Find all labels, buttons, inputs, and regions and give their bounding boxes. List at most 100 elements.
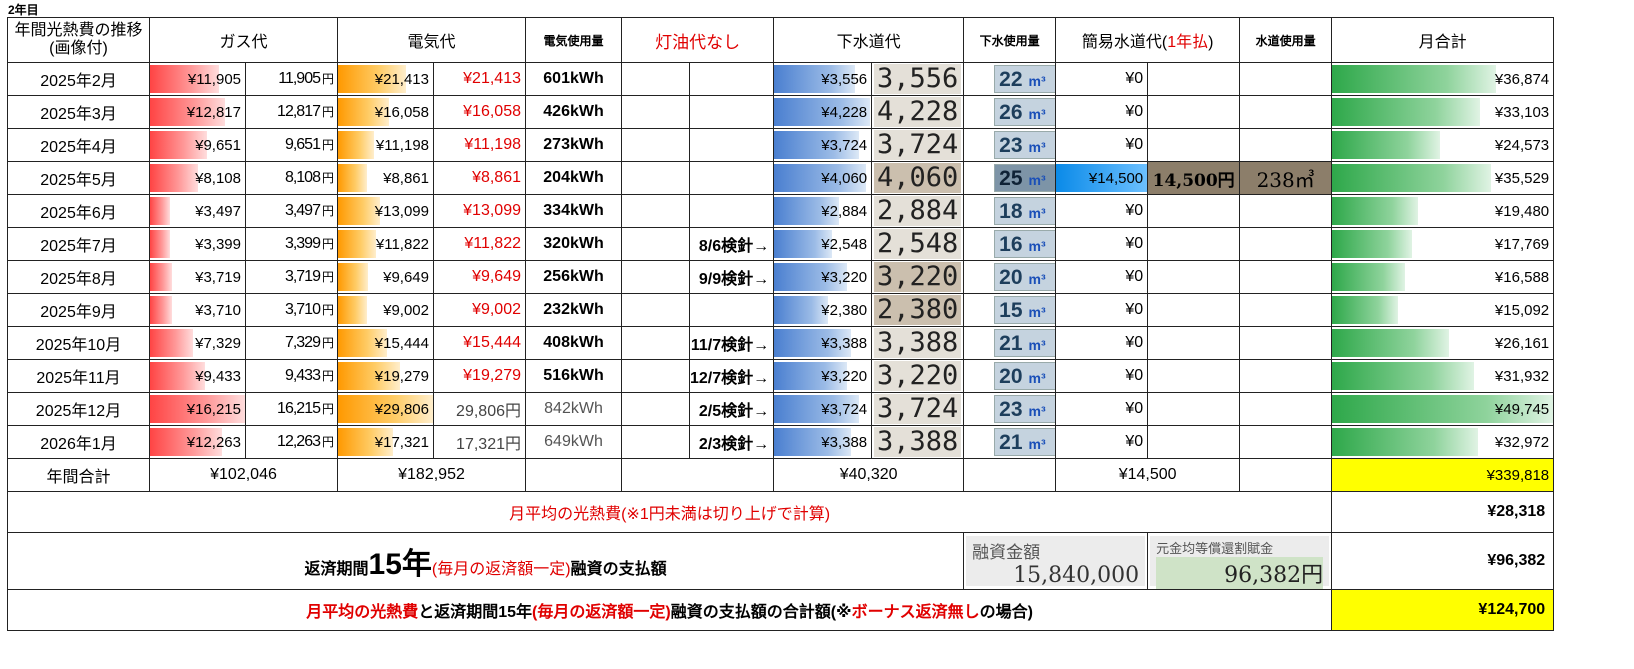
monthly-total-cell: ¥24,573 bbox=[1331, 128, 1555, 162]
gas-receipt-value: 16,215 bbox=[277, 400, 321, 417]
sewer-receipt-image: 3,724 bbox=[871, 128, 965, 162]
sewer-usage-image: 16 m³ bbox=[994, 230, 1055, 258]
header-water-usage: 水道使用量 bbox=[1239, 17, 1333, 63]
monthly-total-cell: ¥15,092 bbox=[1331, 293, 1555, 327]
sewer-bar bbox=[774, 197, 840, 225]
header-electric-usage: 電気使用量 bbox=[525, 17, 622, 63]
annual-empty-1 bbox=[525, 458, 622, 492]
sewer-usage-image: 21 m³ bbox=[994, 329, 1055, 357]
sewer-cell: ¥3,556 bbox=[773, 62, 873, 96]
gas-cell: ¥9,651 bbox=[149, 128, 246, 162]
gas-cell: ¥12,263 bbox=[149, 425, 246, 459]
sewer-receipt-image: 2,548 bbox=[871, 227, 965, 261]
electric-cell: ¥9,002 bbox=[337, 293, 434, 327]
electric-value: ¥29,806 bbox=[374, 400, 429, 418]
water-receipt-empty bbox=[1147, 227, 1241, 261]
sewer-usage-cell: 20 m³ bbox=[963, 260, 1057, 294]
average-value: ¥28,318 bbox=[1331, 491, 1555, 533]
electric-value: ¥21,413 bbox=[374, 70, 429, 88]
electric-value: ¥13,099 bbox=[374, 202, 429, 220]
electric-value: ¥17,321 bbox=[374, 433, 429, 451]
electric-usage: 516kWh bbox=[525, 359, 622, 393]
header-gas: ガス代 bbox=[149, 17, 338, 63]
sewer-cell: ¥3,220 bbox=[773, 359, 873, 393]
annual-water-total: ¥14,500 bbox=[1055, 458, 1241, 492]
month-label: 2025年9月 bbox=[7, 293, 150, 327]
sewer-usage-unit: m³ bbox=[1028, 139, 1046, 155]
average-row: 月平均の光熱費(※1円未満は切り上げで計算) ¥28,318 bbox=[6, 491, 1555, 533]
month-row: 2025年3月 ¥12,817 12,817 円 ¥16,058 ¥16,058 426kW… bbox=[7, 95, 1555, 129]
equal-payment-stamp: 元金均等償還割賦金 96,382円 bbox=[1150, 536, 1330, 589]
sewer-receipt-image: 3,220 bbox=[871, 359, 965, 393]
water-value: ¥0 bbox=[1055, 95, 1149, 129]
sewer-receipt-image: 3,220 bbox=[871, 260, 965, 294]
electric-usage: 649kWh bbox=[525, 425, 622, 459]
monthly-total-cell: ¥35,529 bbox=[1331, 161, 1555, 195]
header-sewer: 下水道代 bbox=[773, 17, 965, 63]
gas-value: ¥8,108 bbox=[195, 169, 241, 187]
header-monthly-total: 月合計 bbox=[1331, 17, 1555, 63]
sewer-receipt-value: 3,220 bbox=[874, 361, 962, 391]
gas-bar bbox=[150, 230, 170, 258]
sewer-value: ¥2,548 bbox=[821, 235, 868, 253]
kerosene-cell bbox=[621, 161, 690, 195]
monthly-total-value: ¥36,874 bbox=[1494, 70, 1550, 88]
monthly-total-bar bbox=[1332, 362, 1474, 390]
meter-reading-note: 8/6検針→ bbox=[688, 227, 775, 261]
month-row: 2026年1月 ¥12,263 12,263 円 ¥17,321 17,321円 649kW… bbox=[7, 425, 1555, 459]
annual-empty-2 bbox=[620, 458, 775, 492]
electric-receipt-image: ¥21,413 bbox=[433, 62, 526, 96]
electric-value: ¥8,861 bbox=[383, 169, 429, 187]
month-row: 2025年6月 ¥3,497 3,497 円 ¥13,099 ¥13,099 334kWh ¥… bbox=[7, 194, 1555, 228]
utility-cost-table: 年間光熱費の推移(画像付) ガス代 電気代 電気使用量 灯油代なし 下水道代 下… bbox=[6, 17, 1555, 631]
electric-value: ¥19,279 bbox=[374, 367, 429, 385]
month-row: 2025年7月 ¥3,399 3,399 円 ¥11,822 ¥11,822 320kWh 8… bbox=[7, 227, 1555, 261]
gas-receipt-unit: 円 bbox=[321, 402, 334, 416]
monthly-total-value: ¥15,092 bbox=[1494, 301, 1550, 319]
electric-value: ¥16,058 bbox=[374, 103, 429, 121]
monthly-total-cell: ¥33,103 bbox=[1331, 95, 1555, 129]
electric-receipt-image: ¥16,058 bbox=[433, 95, 526, 129]
gas-value: ¥12,263 bbox=[186, 433, 241, 451]
loan-amount-stamp: 融資金額 15,840,000 bbox=[966, 536, 1146, 588]
gas-receipt-value: 8,108 bbox=[284, 169, 321, 186]
repayment-label: 返済期間15年(毎月の返済額一定)融資の支払額 bbox=[6, 532, 965, 590]
electric-cell: ¥19,279 bbox=[337, 359, 434, 393]
electric-receipt-image: ¥19,279 bbox=[433, 359, 526, 393]
gas-bar bbox=[150, 395, 245, 423]
sewer-bar bbox=[774, 362, 847, 390]
electric-usage: 320kWh bbox=[525, 227, 622, 261]
gas-value: ¥3,710 bbox=[195, 301, 241, 319]
kerosene-cell bbox=[621, 392, 690, 426]
monthly-total-cell: ¥17,769 bbox=[1331, 227, 1555, 261]
gas-cell: ¥12,817 bbox=[149, 95, 246, 129]
sewer-usage-unit: m³ bbox=[1028, 436, 1046, 452]
electric-usage: 408kWh bbox=[525, 326, 622, 360]
gas-receipt-image: 11,905 円 bbox=[245, 62, 338, 96]
sewer-receipt-value: 3,388 bbox=[874, 328, 962, 358]
month-row: 2025年5月 ¥8,108 8,108 円 ¥8,861 ¥8,861 204kWh ¥4,… bbox=[7, 161, 1555, 195]
repayment-row: 返済期間15年(毎月の返済額一定)融資の支払額 融資金額 15,840,000 元金均… bbox=[6, 532, 1555, 590]
monthly-total-value: ¥31,932 bbox=[1494, 367, 1550, 385]
sewer-usage-value: 22 bbox=[999, 68, 1023, 91]
electric-receipt-image: 17,321円 bbox=[433, 425, 526, 459]
monthly-total-value: ¥24,573 bbox=[1494, 136, 1550, 154]
meter-reading-note: 11/7検針→ bbox=[688, 326, 775, 360]
water-value: ¥0 bbox=[1055, 62, 1149, 96]
sewer-usage-value: 16 bbox=[999, 233, 1023, 256]
monthly-total-cell: ¥31,932 bbox=[1331, 359, 1555, 393]
sewer-bar bbox=[774, 230, 833, 258]
electric-bar bbox=[338, 329, 388, 357]
sewer-receipt-image: 3,388 bbox=[871, 326, 965, 360]
kerosene-cell bbox=[621, 95, 690, 129]
loan-amount-stamp-cell: 融資金額 15,840,000 bbox=[963, 532, 1149, 590]
electric-value: ¥9,002 bbox=[383, 301, 429, 319]
water-receipt-empty bbox=[1147, 392, 1241, 426]
sewer-cell: ¥3,388 bbox=[773, 326, 873, 360]
water-receipt-empty bbox=[1147, 62, 1241, 96]
sewer-cell: ¥2,380 bbox=[773, 293, 873, 327]
electric-bar bbox=[338, 197, 380, 225]
gas-receipt-image: 12,263 円 bbox=[245, 425, 338, 459]
water-value: ¥0 bbox=[1055, 128, 1149, 162]
repayment-label-b: (毎月の返済額一定) bbox=[431, 561, 571, 578]
